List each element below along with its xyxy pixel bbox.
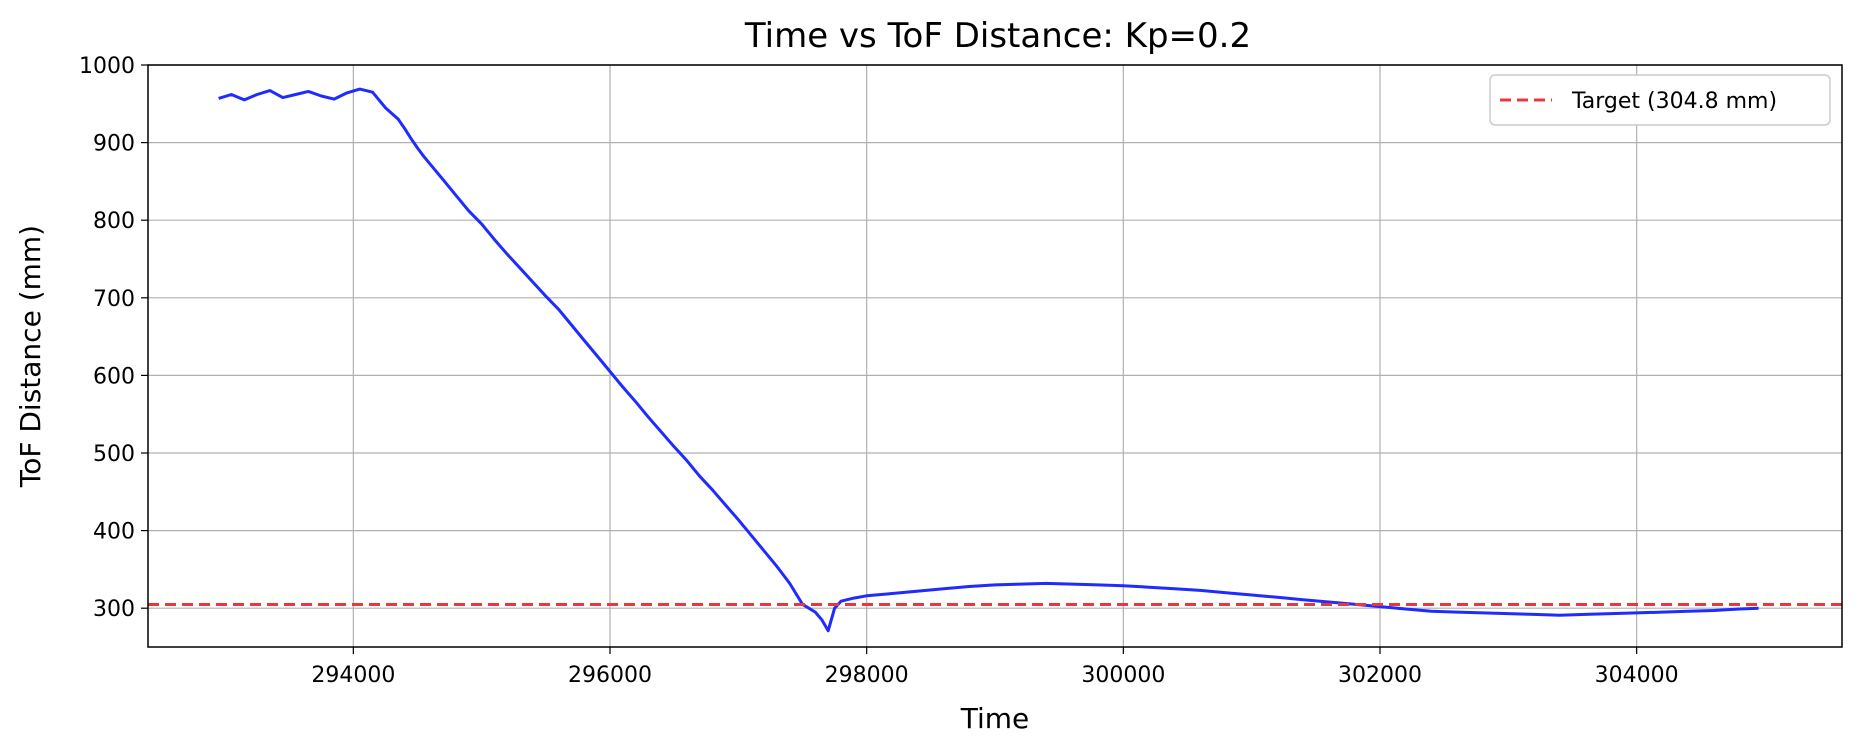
y-axis-label: ToF Distance (mm) — [14, 225, 47, 488]
x-tick-label: 294000 — [311, 663, 395, 688]
y-tick-label: 500 — [93, 442, 135, 467]
y-tick-label: 900 — [93, 132, 135, 157]
x-tick-label: 304000 — [1595, 663, 1679, 688]
x-tick-label: 300000 — [1081, 663, 1165, 688]
chart-title: Time vs ToF Distance: Kp=0.2 — [744, 16, 1251, 56]
legend-box — [1489, 74, 1831, 126]
y-tick-label: 300 — [93, 597, 135, 622]
legend: Target (304.8 mm) — [1489, 74, 1831, 126]
y-tick-label: 1000 — [79, 54, 135, 79]
legend-target-label: Target (304.8 mm) — [1571, 89, 1777, 114]
y-tick-label: 800 — [93, 209, 135, 234]
y-tick-label: 600 — [93, 364, 135, 389]
y-tick-label: 400 — [93, 520, 135, 545]
tof-distance-line — [218, 87, 1759, 633]
x-tick-label: 298000 — [825, 663, 909, 688]
y-tick-label: 700 — [93, 287, 135, 312]
ticks: 294000 296000 298000 300000 302000 304000 300 4… — [79, 54, 1679, 688]
series-layer — [148, 87, 1842, 633]
plot-frame — [147, 64, 1843, 648]
x-tick-label: 302000 — [1338, 663, 1422, 688]
x-axis-label: Time — [960, 702, 1030, 735]
x-tick-label: 296000 — [568, 663, 652, 688]
